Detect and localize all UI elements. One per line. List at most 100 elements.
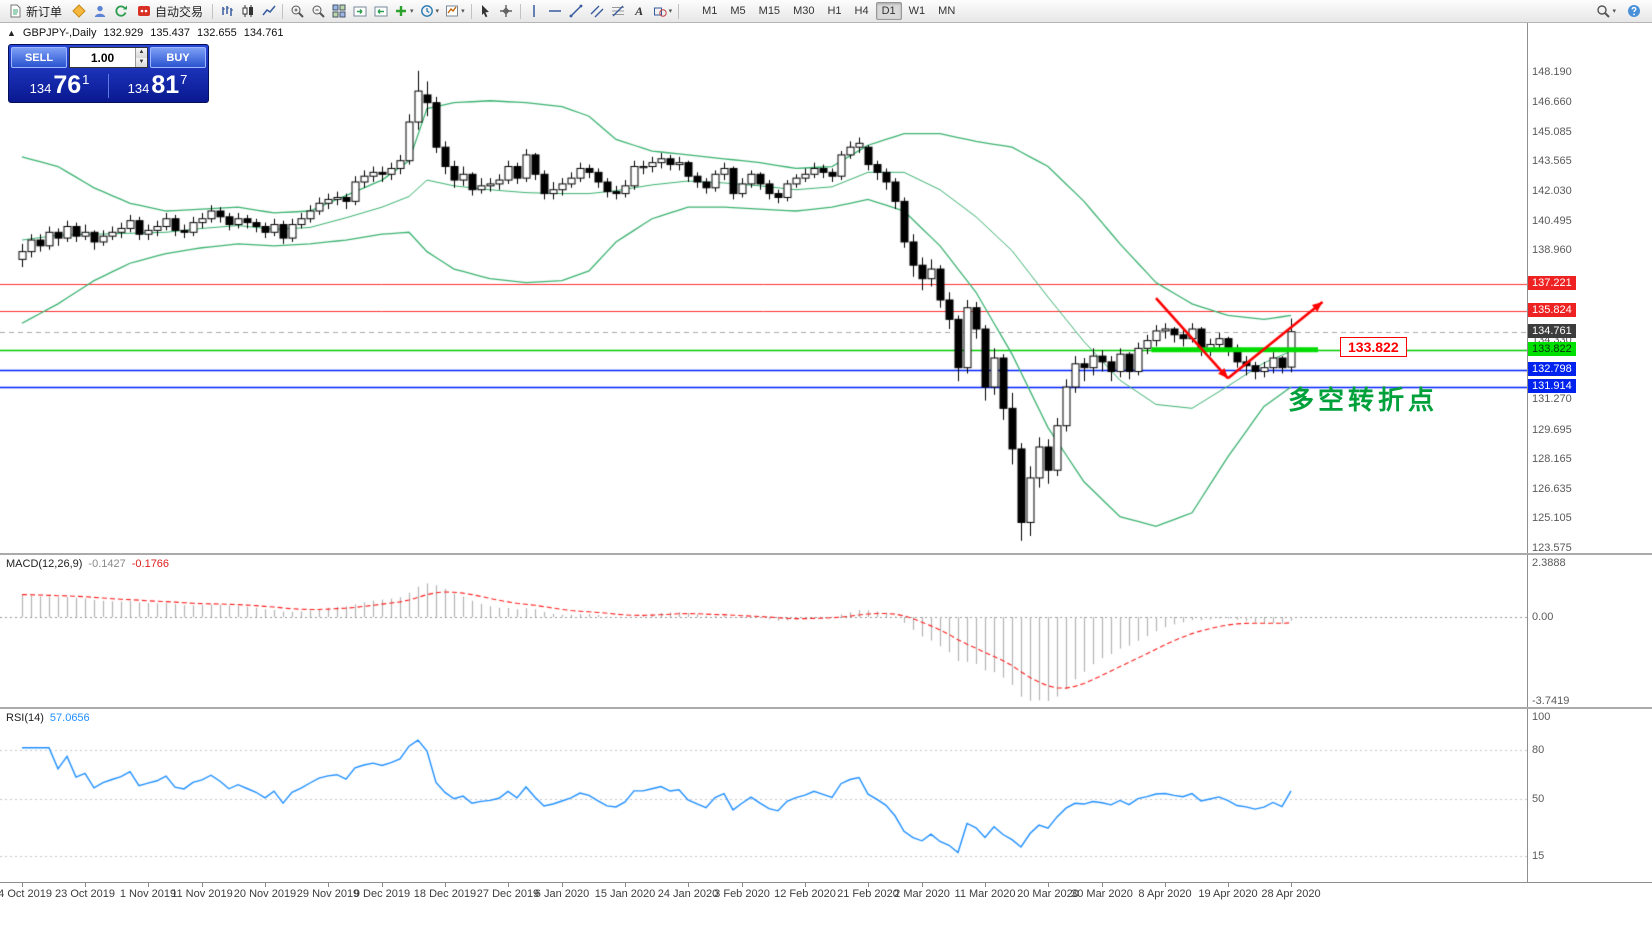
lot-decrease-button[interactable]: ▼ [136,57,147,67]
price-axis-tick: 146.660 [1532,95,1572,108]
low-value: 132.655 [197,27,237,39]
timeframe-H4[interactable]: H4 [854,5,869,17]
price-axis-tick: 143.565 [1532,155,1572,168]
price-label-137.221: 137.221 [1528,276,1576,291]
time-axis-label: 2 Mar 2020 [894,888,950,900]
rsi-canvas[interactable] [0,709,1527,882]
time-axis-tick [508,883,509,887]
time-axis-label: 24 Jan 2020 [657,888,719,900]
fibonacci-button[interactable] [608,1,629,21]
collapse-panel-icon[interactable]: ▲ [7,28,16,38]
tile-windows-button[interactable] [328,1,349,21]
macd-pane: MACD(12,26,9) -0.1427 -0.1766 [0,555,1527,707]
high-value: 135.437 [150,27,191,39]
sell-button[interactable]: SELL [11,47,67,68]
horizontal-line-button[interactable] [545,1,566,21]
time-axis-tick [202,883,203,887]
time-axis-label: 11 Nov 2019 [171,888,233,900]
price-annotation-label[interactable]: 133.822 [1340,337,1407,357]
buy-button[interactable]: BUY [150,47,206,68]
new-order-label: 新订单 [26,4,63,19]
rsi-axis-label: 50 [1532,793,1545,805]
indicators-button[interactable]: ▾ [391,1,417,21]
chart-shift-button[interactable] [349,1,370,21]
price-axis-tick: 126.635 [1532,482,1572,495]
timeframe-MN[interactable]: MN [938,5,956,17]
rsi-header: RSI(14) 57.0656 [6,712,90,724]
time-axis-tick [148,883,149,887]
timeframe-H1[interactable]: H1 [827,5,842,17]
templates-button[interactable]: ▾ [442,1,468,21]
text-tool-button[interactable]: A [629,1,650,21]
timeframe-M1[interactable]: M1 [702,5,718,17]
search-icon [1597,5,1611,18]
autotrading-label: 自动交易 [155,4,204,19]
price-label-133.822: 133.822 [1528,341,1576,356]
price-axis-tick: 123.575 [1532,542,1572,555]
lot-size-value[interactable]: 1.00 [90,50,115,65]
timeframe-W1[interactable]: W1 [908,5,926,17]
autotrading-button[interactable]: 自动交易 [131,1,209,21]
shapes-icon [653,7,667,17]
timeframe-M5[interactable]: M5 [730,5,746,17]
pane-divider[interactable] [0,553,1652,555]
line-chart-button[interactable] [258,1,279,21]
toolbar-separator [212,3,214,19]
time-axis-label: 9 Dec 2019 [353,888,411,900]
new-order-button[interactable]: 新订单 [2,1,68,21]
rsi-value: 57.0656 [49,712,90,724]
rsi-pane: RSI(14) 57.0656 [0,709,1527,882]
crosshair-button[interactable] [496,1,517,21]
zoom-in-button[interactable] [286,1,307,21]
fibonacci-icon [612,5,625,17]
timeframe-M30[interactable]: M30 [793,5,815,17]
sell-price-big: 76 [53,71,82,99]
lot-size-field[interactable]: 1.00 ▲ ▼ [69,47,148,68]
timeframe-M15[interactable]: M15 [758,5,781,17]
cursor-button[interactable] [475,1,496,21]
time-axis-label: 1 Nov 2019 [119,888,177,900]
open-value: 132.929 [103,27,144,39]
help-button[interactable] [1623,1,1644,21]
sell-price[interactable]: 134 76 1 [11,72,108,99]
time-axis-label: 14 Oct 2019 [0,888,52,900]
auto-scroll-button[interactable] [370,1,391,21]
trendline-button[interactable] [566,1,587,21]
chevron-down-icon: ▾ [410,8,414,15]
vertical-line-button[interactable] [524,1,545,21]
time-axis-tick [742,883,743,887]
price-chart-canvas[interactable] [0,23,1527,553]
macd-axis-label: -3.7419 [1532,694,1570,707]
price-label-134.761: 134.761 [1528,323,1576,338]
refresh-button[interactable] [110,1,131,21]
chart-title: GBPJPY-,Daily [22,27,97,39]
pane-divider[interactable] [0,707,1652,709]
candlestick-chart-icon [242,5,253,17]
macd-canvas[interactable] [0,555,1527,707]
price-axis[interactable]: 148.190 146.660 145.085 143.565 142.030 140.4… [1527,23,1652,882]
bar-chart-button[interactable] [216,1,237,21]
search-button[interactable]: ▾ [1593,1,1619,21]
lot-increase-button[interactable]: ▲ [136,48,147,58]
channel-button[interactable] [587,1,608,21]
zoom-out-button[interactable] [307,1,328,21]
market-watch-button[interactable] [68,1,89,21]
periods-button[interactable]: ▾ [417,1,443,21]
timeframe-D1[interactable]: D1 [875,2,902,20]
turning-point-annotation[interactable]: 多空转折点 [1288,385,1439,415]
time-axis-tick [85,883,86,887]
price-axis-tick: 145.085 [1532,125,1572,138]
toolbar-separator [282,3,284,19]
macd-header: MACD(12,26,9) -0.1427 -0.1766 [6,558,169,570]
clock-icon [420,5,433,17]
data-window-button[interactable] [89,1,110,21]
bar-chart-icon [221,6,233,16]
buy-price[interactable]: 134 81 7 [109,72,206,99]
shapes-button[interactable]: ▾ [650,1,676,21]
candlestick-chart-button[interactable] [237,1,258,21]
chart-region: ▲ GBPJPY-,Daily 132.929 135.437 132.655 … [0,23,1652,947]
time-axis-tick [382,883,383,887]
price-axis-tick: 128.165 [1532,453,1572,466]
toolbar-separator [678,3,680,19]
